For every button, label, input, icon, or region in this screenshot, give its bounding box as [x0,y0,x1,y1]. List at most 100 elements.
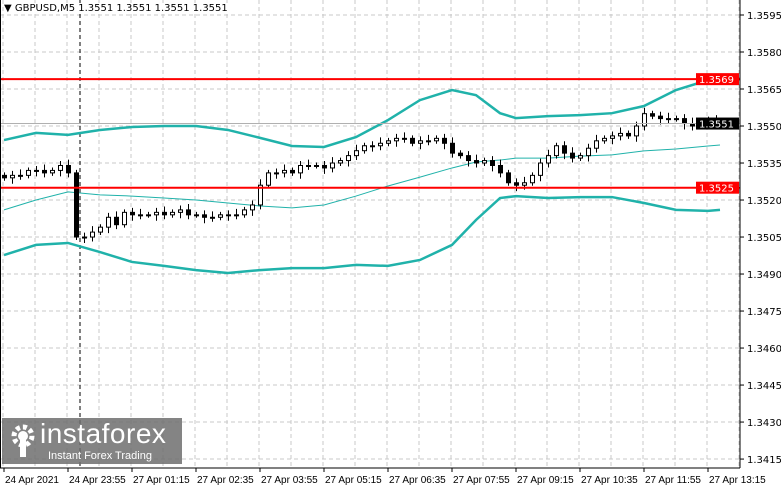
candle [450,142,455,154]
candle [162,211,167,216]
level-label-box [696,181,739,194]
candle [10,174,15,179]
candle [666,118,671,121]
y-tick-label: 1.3580 [747,48,781,59]
y-tick-label: 1.3520 [747,196,781,207]
candle [530,174,535,184]
x-tick-label: 27 Apr 10:35 [581,475,638,486]
gear-icon [11,424,35,457]
candle [202,214,207,218]
candle [466,155,471,162]
y-tick-label: 1.3415 [747,455,781,466]
candle [178,209,183,213]
candle [138,214,143,217]
candle [210,216,215,219]
candle [362,145,367,152]
x-tick-label: 27 Apr 01:15 [133,475,190,486]
candle [490,160,495,166]
candle [514,182,519,186]
level-label-box [696,73,739,86]
candle [354,150,359,157]
candle [370,145,375,148]
candle [82,236,87,239]
level-label: 1.3569 [699,75,734,86]
x-tick-label: 27 Apr 07:55 [453,475,510,486]
candle [602,137,607,142]
y-tick-label: 1.3430 [747,418,781,429]
candle [546,155,551,164]
candle [458,152,463,157]
candle [98,226,103,233]
bollinger-upper-line [3,76,721,149]
candle [26,169,31,176]
candle [594,140,599,149]
x-tick-label: 27 Apr 11:55 [645,475,701,486]
y-tick-label: 1.3550 [747,122,781,133]
candle [434,137,439,142]
candle [442,137,447,144]
candle [522,182,527,186]
candle [258,184,263,206]
level-label: 1.3525 [699,184,734,195]
candle [418,140,423,144]
bollinger-lower-line [3,194,721,275]
candle [290,169,295,174]
candle [106,216,111,228]
candle [650,113,655,117]
x-tick-label: 27 Apr 02:35 [197,475,254,486]
candle [58,164,63,171]
candle [586,147,591,157]
x-tick-label: 27 Apr 03:55 [261,475,318,486]
candle [226,214,231,217]
y-tick-label: 1.3505 [747,233,781,244]
candle [170,211,175,216]
candle [34,169,39,172]
current-price-box [696,117,739,130]
y-tick-label: 1.3595 [747,11,781,22]
candle [130,211,135,216]
candle [506,172,511,184]
candle [234,214,239,217]
x-tick-label: 27 Apr 06:35 [389,475,446,486]
x-tick-label: 24 Apr 2021 [5,475,59,486]
candle [482,160,487,164]
candle [634,125,639,137]
candle [498,164,503,174]
candle [282,169,287,174]
candle [410,137,415,144]
collapse-triangle-icon[interactable]: ▼ [4,3,12,14]
candle [298,164,303,174]
candle [90,231,95,238]
candle [578,155,583,159]
candle [42,169,47,174]
candle [250,204,255,211]
x-tick-label: 27 Apr 05:15 [325,475,382,486]
y-tick-label: 1.3490 [747,270,781,281]
y-tick-label: 1.3475 [747,307,781,318]
candle [266,172,271,186]
logo-brand: instaforex [40,418,167,449]
chart-title: ▼ GBPUSD,M5 1.3551 1.3551 1.3551 1.3551 [4,3,230,14]
candle [402,137,407,140]
candle [338,160,343,164]
candle [330,162,335,169]
x-tick-label: 27 Apr 13:15 [709,475,766,486]
candle [18,174,23,177]
candle [2,174,7,179]
candle [154,211,159,216]
y-tick-label: 1.3535 [747,159,781,170]
candle [114,216,119,226]
candle [658,115,663,120]
candle [314,164,319,167]
candle [386,140,391,144]
candle [378,142,383,147]
candle [66,164,71,174]
candle [626,132,631,137]
candle [554,145,559,157]
y-tick-label: 1.3460 [747,344,781,355]
x-tick-label: 27 Apr 09:15 [517,475,574,486]
ohlc-readout: 1.3551 1.3551 1.3551 1.3551 [78,3,228,14]
candle [274,172,279,175]
candle [306,164,311,167]
